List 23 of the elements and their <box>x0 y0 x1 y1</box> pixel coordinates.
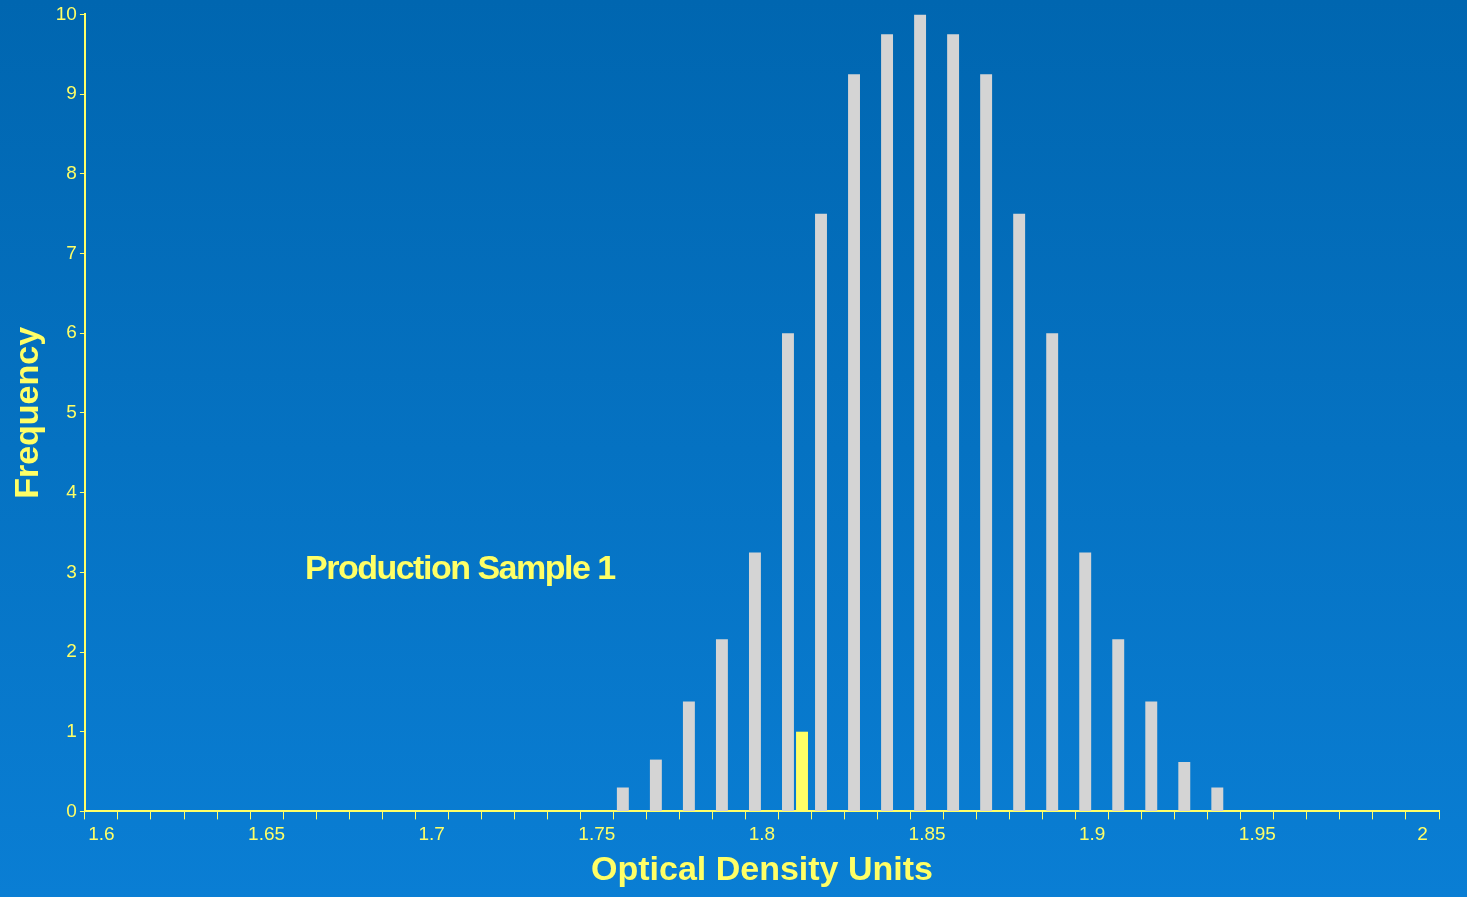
y-tick-label: 8 <box>66 162 77 184</box>
y-tick-label: 10 <box>55 2 77 24</box>
x-tick-label: 1.6 <box>88 823 115 845</box>
y-tick-label: 4 <box>66 480 78 502</box>
x-tick-label: 1.75 <box>578 823 616 845</box>
y-tick-label: 7 <box>66 241 77 263</box>
y-tick-label: 5 <box>66 401 77 423</box>
y-tick-label: 1 <box>66 719 77 741</box>
x-tick-label: 1.85 <box>908 823 946 845</box>
x-tick-label: 2 <box>1417 823 1428 845</box>
y-tick-label: 6 <box>66 321 77 343</box>
x-tick-label: 1.95 <box>1238 823 1276 845</box>
y-tick-label: 2 <box>66 640 77 662</box>
x-tick-label: 1.8 <box>748 823 776 845</box>
x-tick-label: 1.9 <box>1079 823 1106 845</box>
x-tick-label: 1.7 <box>418 823 445 845</box>
x-tick-label: 1.65 <box>248 823 286 845</box>
y-tick-label: 9 <box>66 82 77 104</box>
x-axis-title: Optical Density Units <box>590 848 933 887</box>
annotation: Production Sample 1 <box>305 548 615 587</box>
y-axis-title: Frequency <box>6 326 45 499</box>
y-tick-label: 0 <box>66 799 77 821</box>
y-tick-label: 3 <box>66 560 77 582</box>
